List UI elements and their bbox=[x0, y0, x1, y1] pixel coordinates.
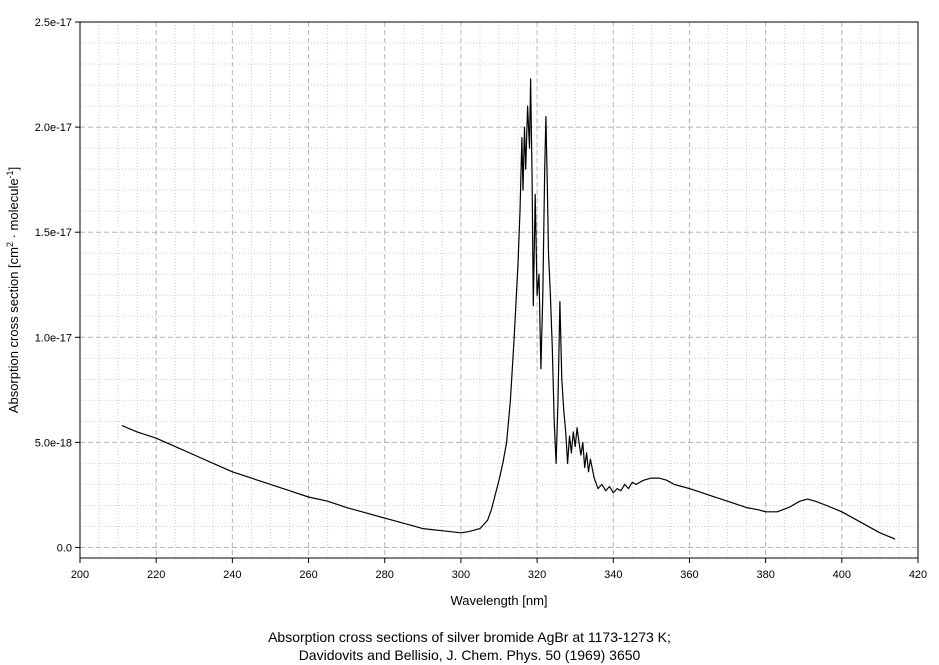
y-tick-label: 2.5e-17 bbox=[35, 17, 72, 29]
y-axis-label-base: Absorption cross section [cm bbox=[6, 247, 21, 413]
y-axis-label-sup1: 2 bbox=[5, 242, 15, 247]
x-tick-label: 280 bbox=[376, 569, 394, 581]
x-tick-label: 200 bbox=[71, 569, 89, 581]
x-tick-label: 420 bbox=[909, 569, 927, 581]
data-series bbox=[121, 78, 896, 540]
y-axis-label: Absorption cross section [cm2 · molecule… bbox=[5, 167, 21, 413]
x-tick-label: 400 bbox=[833, 569, 851, 581]
caption-line-2: Davidovits and Bellisio, J. Chem. Phys. … bbox=[298, 647, 641, 663]
x-tick-label: 380 bbox=[756, 569, 774, 581]
x-axis: 200 220 240 260 280 300 320 340 360 380 400 420 bbox=[71, 558, 927, 581]
x-tick-label: 240 bbox=[223, 569, 241, 581]
y-tick-label: 2.0e-17 bbox=[35, 122, 72, 134]
x-tick-label: 320 bbox=[528, 569, 546, 581]
x-tick-label: 260 bbox=[299, 569, 317, 581]
x-tick-label: 360 bbox=[680, 569, 698, 581]
y-axis-label-mid: · molecule bbox=[6, 178, 21, 242]
x-tick-label: 300 bbox=[452, 569, 470, 581]
caption-line-1: Absorption cross sections of silver brom… bbox=[268, 629, 671, 645]
x-tick-label: 340 bbox=[604, 569, 622, 581]
absorption-chart: 200 220 240 260 280 300 320 340 360 380 400 420 0.0… bbox=[5, 17, 927, 608]
grid-lines bbox=[80, 22, 918, 558]
y-tick-label: 5.0e-18 bbox=[35, 437, 72, 449]
y-axis: 0.0 5.0e-18 1.0e-17 1.5e-17 2.0e-17 2.5e-17 bbox=[35, 17, 80, 554]
y-tick-label: 1.0e-17 bbox=[35, 332, 72, 344]
x-axis-label: Wavelength [nm] bbox=[450, 593, 547, 608]
series-line bbox=[121, 78, 896, 540]
y-tick-label: 1.5e-17 bbox=[35, 227, 72, 239]
y-tick-label: 0.0 bbox=[57, 542, 72, 554]
x-tick-label: 220 bbox=[147, 569, 165, 581]
plot-frame bbox=[79, 21, 919, 559]
y-axis-label-end: ] bbox=[6, 167, 21, 171]
y-axis-label-sup2: -1 bbox=[5, 170, 15, 178]
